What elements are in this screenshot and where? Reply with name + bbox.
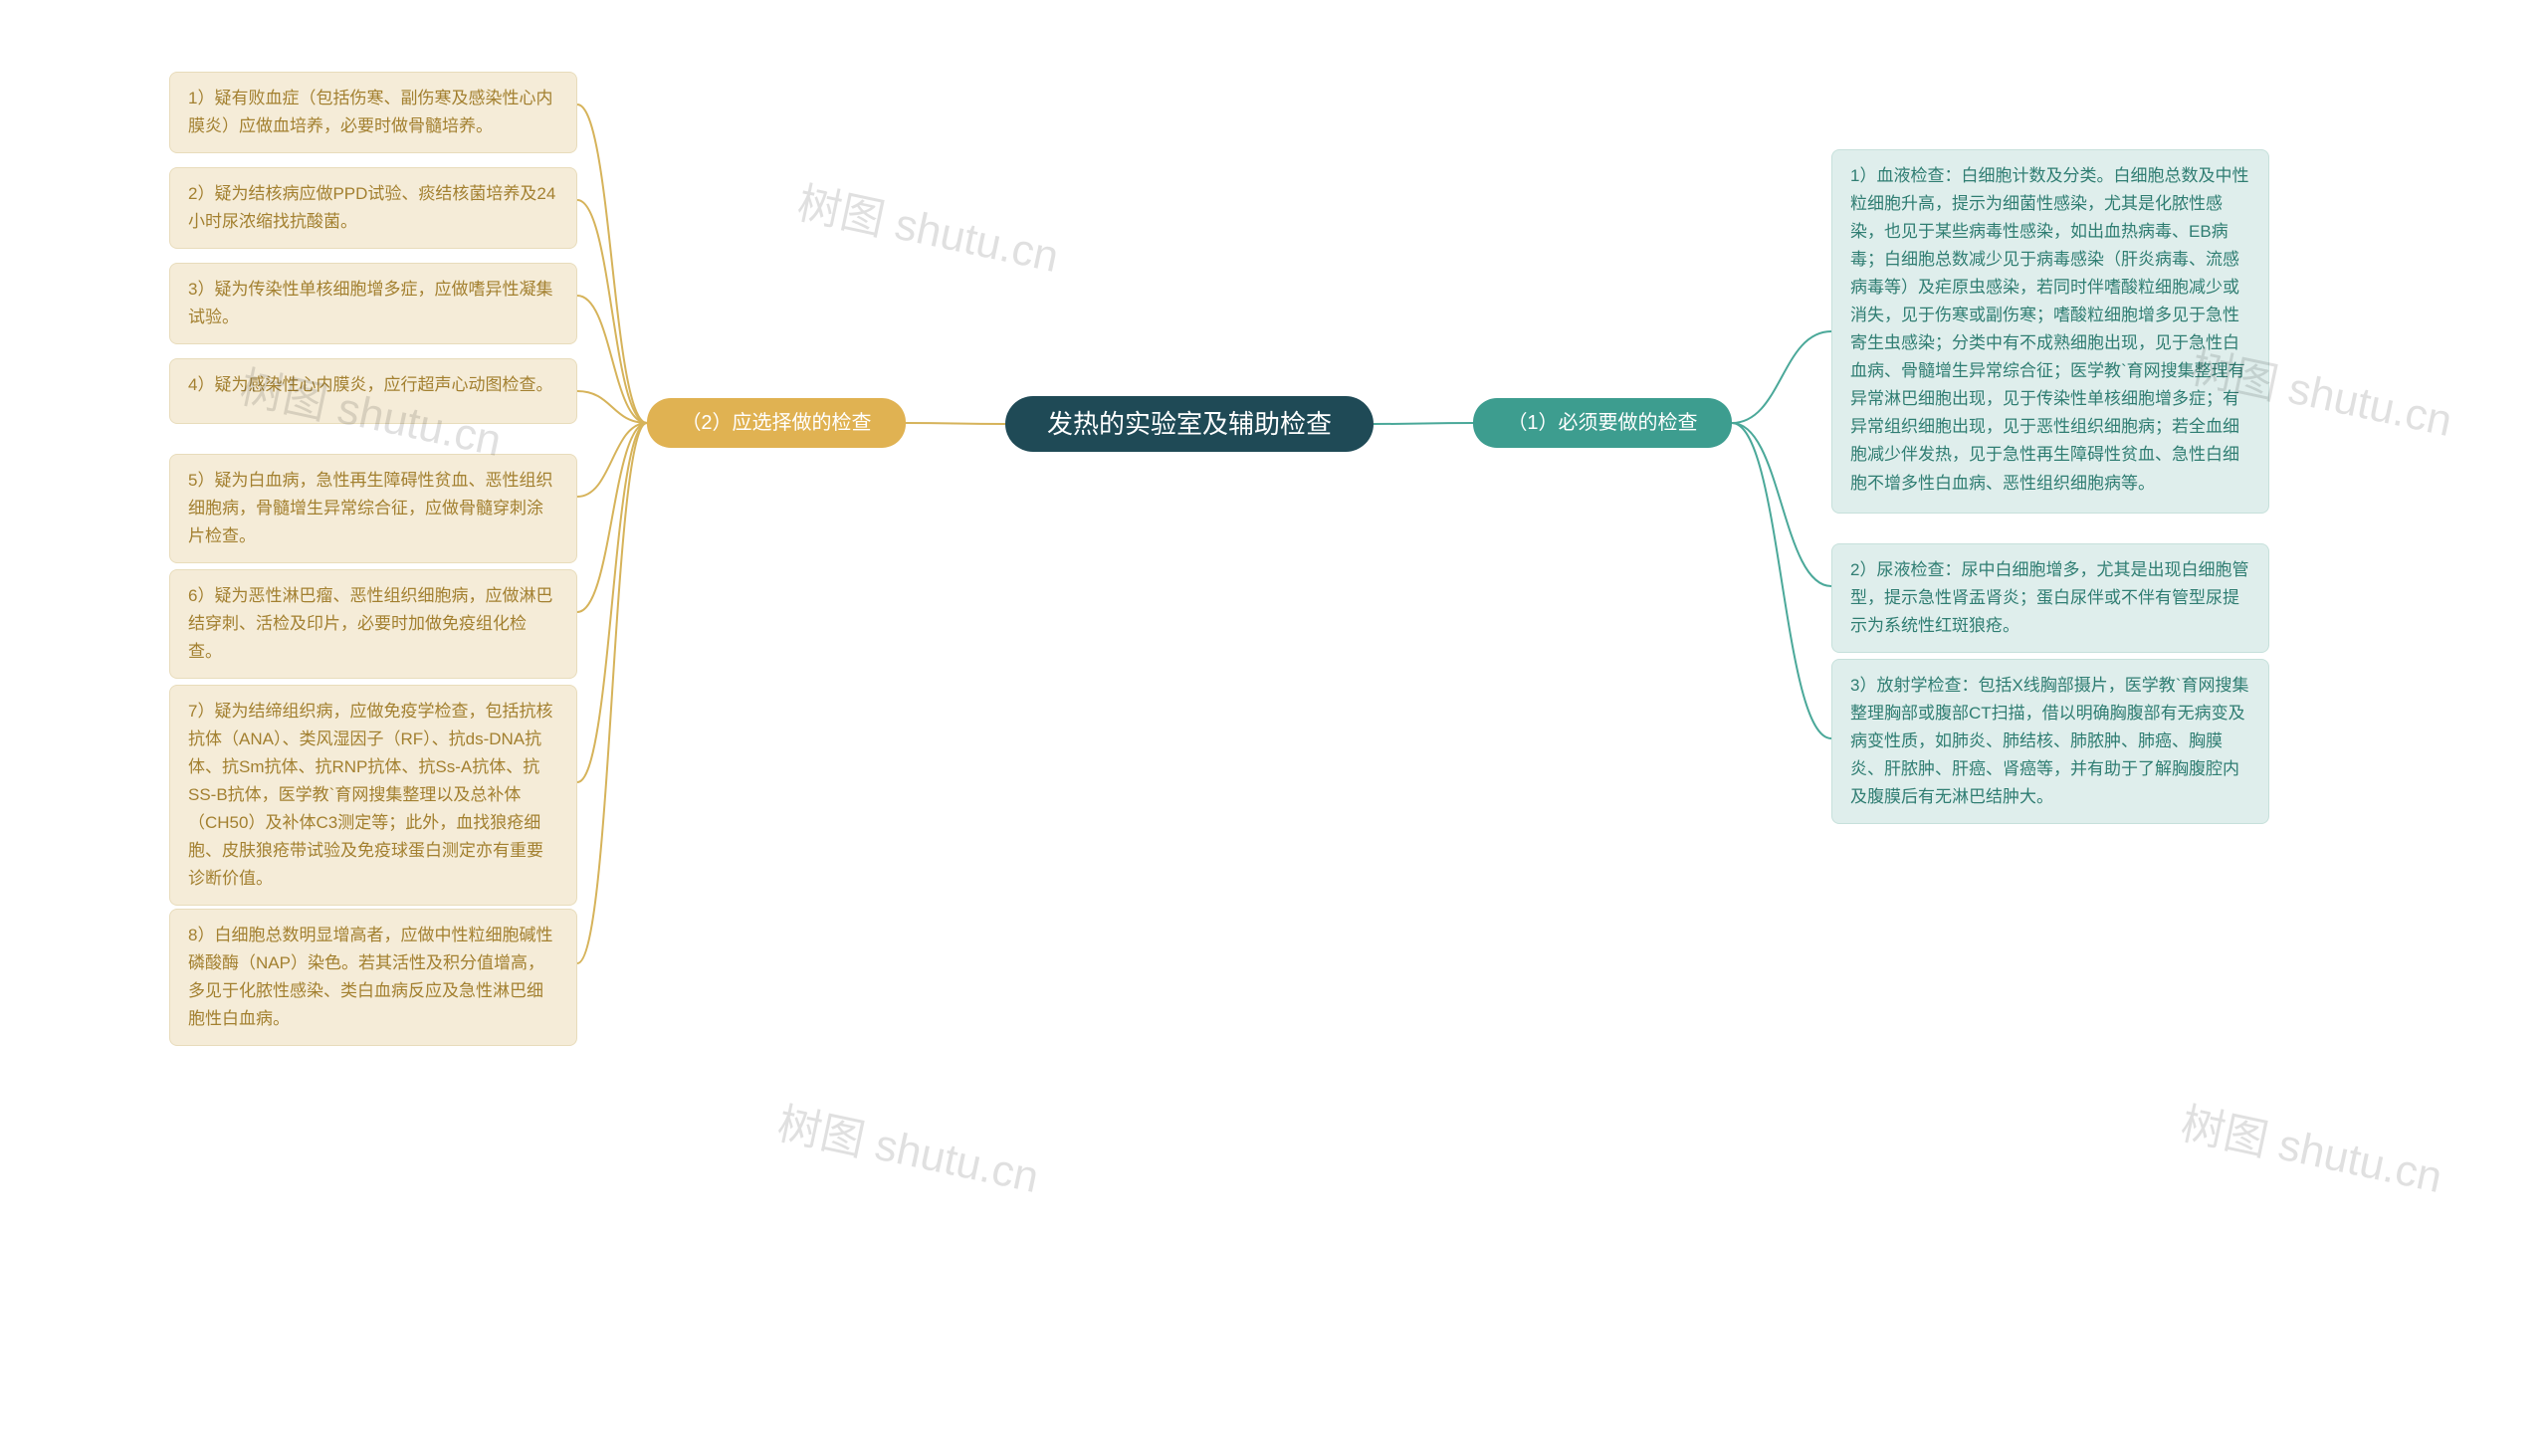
leaf-node-left-6: 7）疑为结缔组织病，应做免疫学检查，包括抗核抗体（ANA）、类风湿因子（RF）、… (169, 685, 577, 906)
leaf-node-right-1: 2）尿液检查：尿中白细胞增多，尤其是出现白细胞管型，提示急性肾盂肾炎；蛋白尿伴或… (1831, 543, 2269, 653)
leaf-node-right-0: 1）血液检查：白细胞计数及分类。白细胞总数及中性粒细胞升高，提示为细菌性感染，尤… (1831, 149, 2269, 514)
leaf-node-left-3: 4）疑为感染性心内膜炎，应行超声心动图检查。 (169, 358, 577, 424)
watermark-3: 树图 shutu.cn (772, 1088, 1045, 1205)
branch-node-left: （2）应选择做的检查 (647, 398, 906, 448)
leaf-node-left-5: 6）疑为恶性淋巴瘤、恶性组织细胞病，应做淋巴结穿刺、活检及印片，必要时加做免疫组… (169, 569, 577, 679)
watermark-4: 树图 shutu.cn (2176, 1088, 2448, 1205)
mindmap-canvas: 发热的实验室及辅助检查 （2）应选择做的检查 1）疑有败血症（包括伤寒、副伤寒及感染… (0, 0, 2548, 1456)
leaf-node-left-2: 3）疑为传染性单核细胞增多症，应做嗜异性凝集试验。 (169, 263, 577, 344)
leaf-node-left-1: 2）疑为结核病应做PPD试验、痰结核菌培养及24小时尿浓缩找抗酸菌。 (169, 167, 577, 249)
leaf-node-right-2: 3）放射学检查：包括X线胸部摄片，医学教`育网搜集整理胸部或腹部CT扫描，借以明… (1831, 659, 2269, 824)
watermark-1: 树图 shutu.cn (792, 167, 1065, 285)
leaf-node-left-0: 1）疑有败血症（包括伤寒、副伤寒及感染性心内膜炎）应做血培养，必要时做骨髓培养。 (169, 72, 577, 153)
root-node: 发热的实验室及辅助检查 (1005, 396, 1374, 452)
leaf-node-left-7: 8）白细胞总数明显增高者，应做中性粒细胞碱性磷酸酶（NAP）染色。若其活性及积分… (169, 909, 577, 1046)
branch-node-right: （1）必须要做的检查 (1473, 398, 1732, 448)
leaf-node-left-4: 5）疑为白血病，急性再生障碍性贫血、恶性组织细胞病，骨髓增生异常综合征，应做骨髓… (169, 454, 577, 563)
